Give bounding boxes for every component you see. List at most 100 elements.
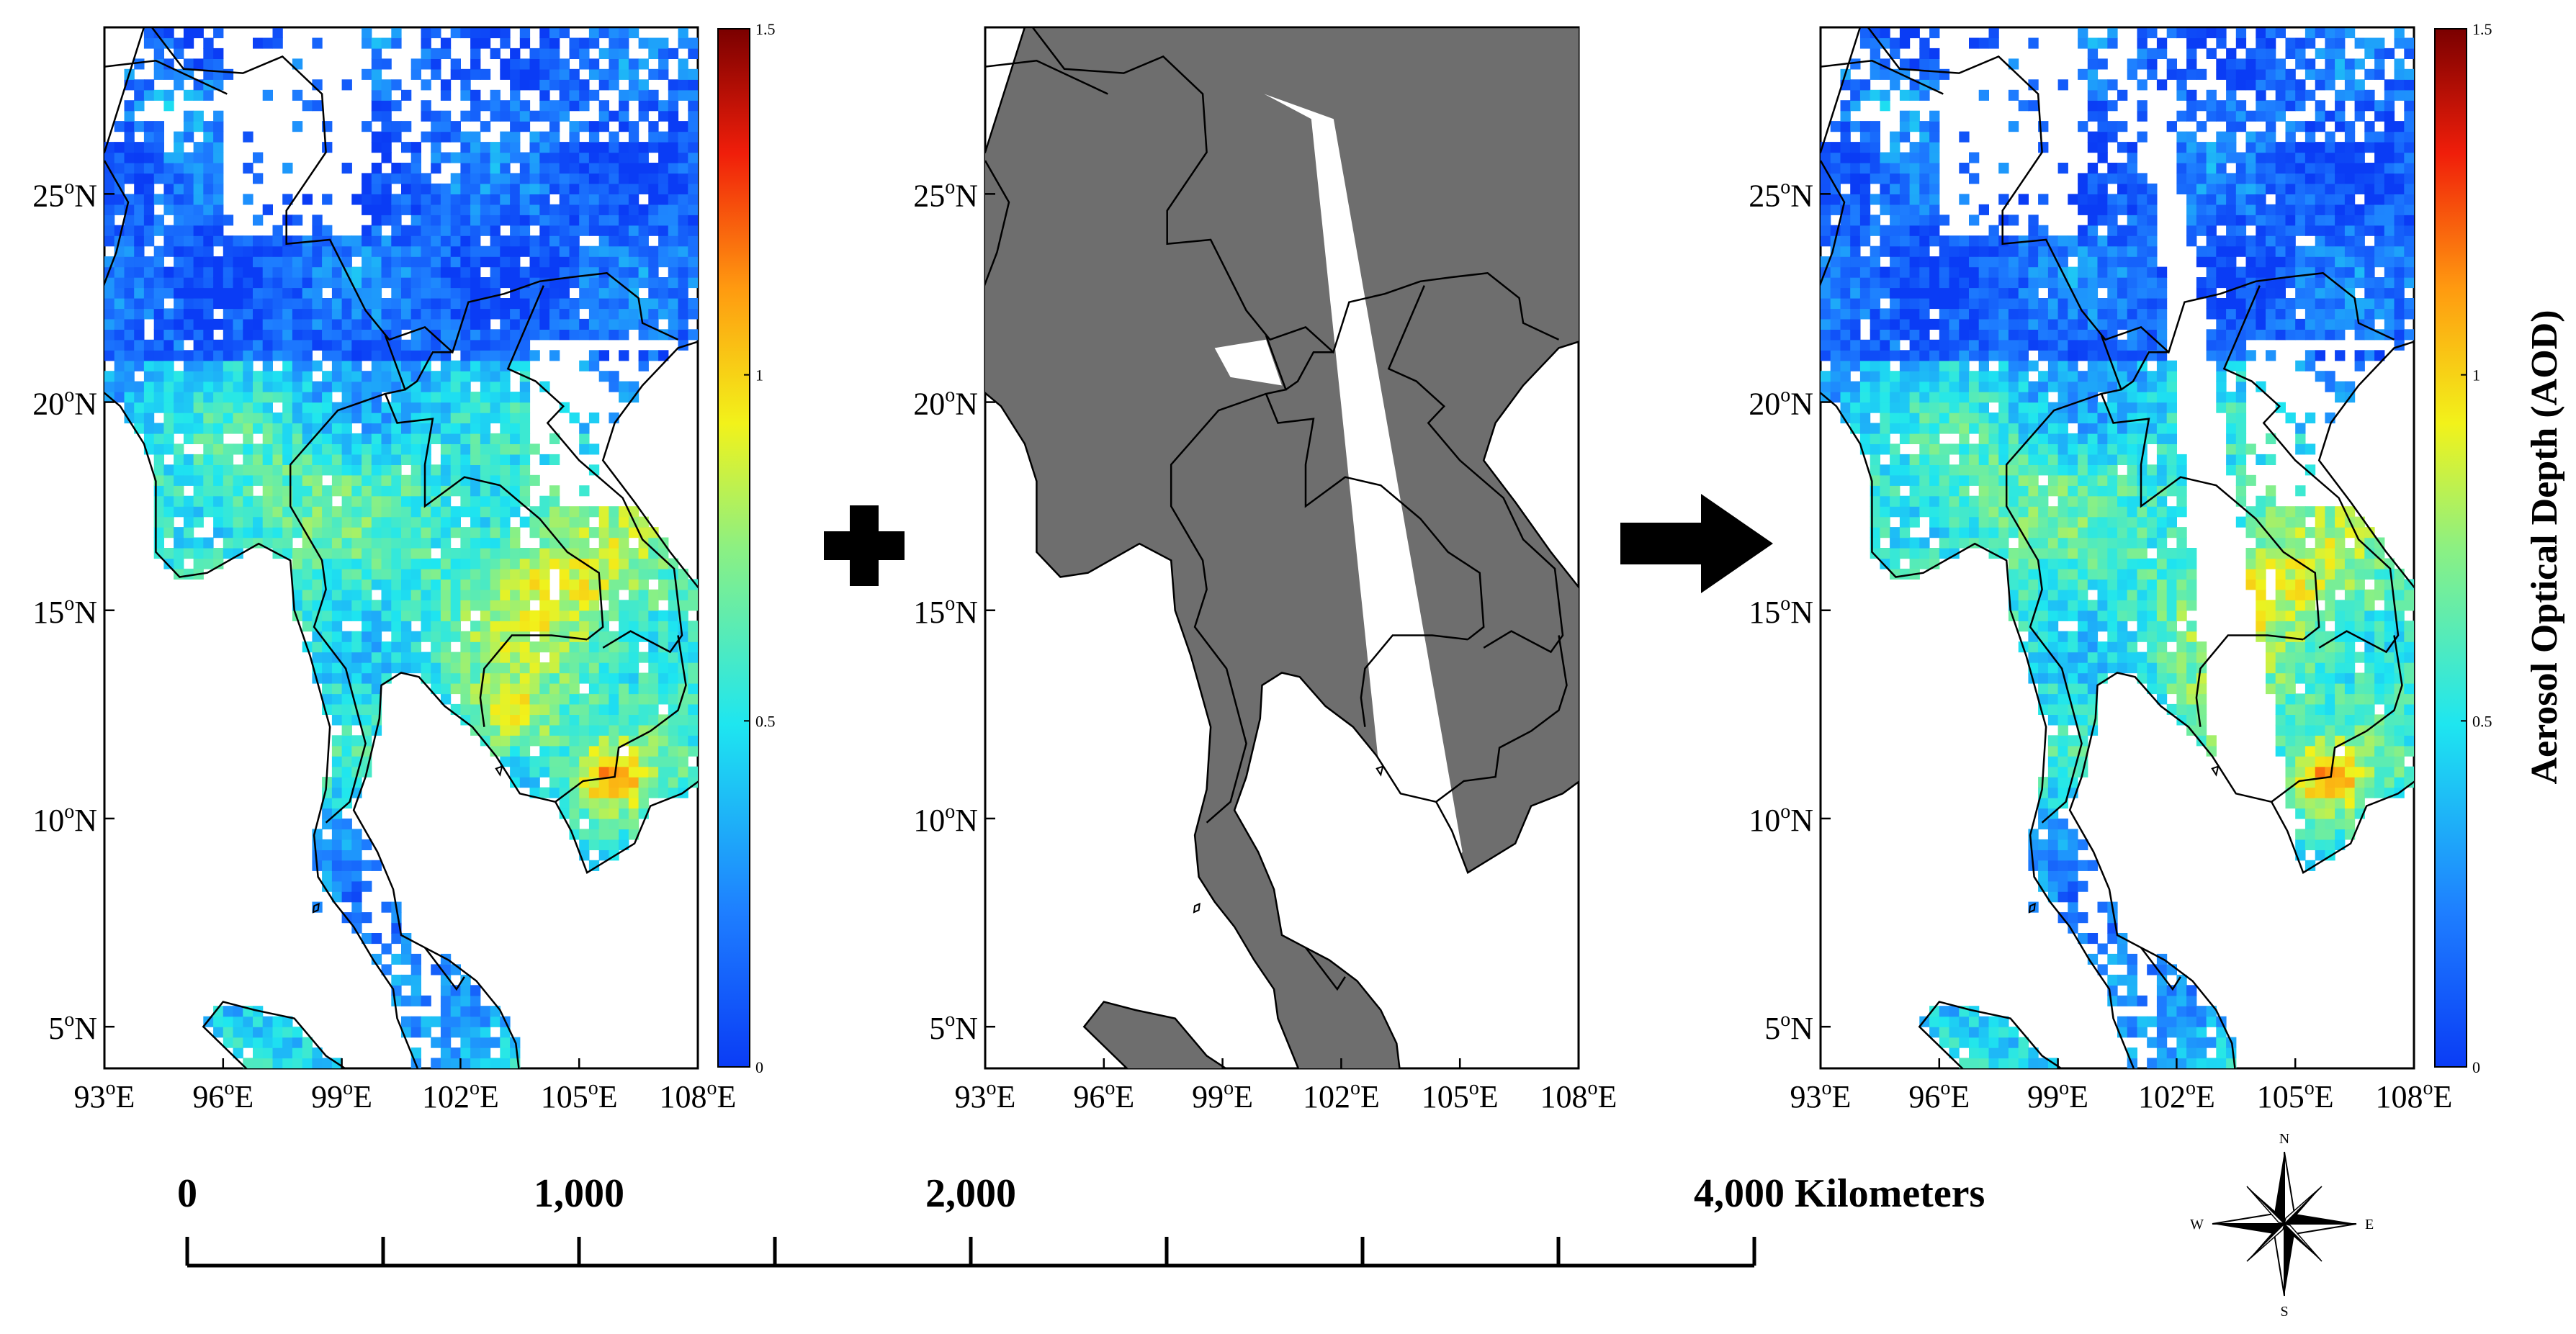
- aod-pixel: [193, 558, 204, 569]
- aod-pixel: [1880, 381, 1890, 392]
- aod-pixel: [153, 121, 164, 132]
- aod-pixel: [688, 298, 698, 310]
- aod-pixel: [253, 215, 264, 226]
- aod-pixel: [163, 194, 174, 205]
- aod-pixel: [421, 610, 431, 621]
- aod-pixel: [341, 631, 352, 642]
- aod-pixel: [648, 610, 659, 621]
- aod-pixel: [678, 194, 688, 205]
- aod-pixel: [2176, 537, 2187, 549]
- aod-pixel: [628, 672, 639, 684]
- aod-pixel: [431, 558, 441, 569]
- aod-pixel: [2107, 589, 2118, 600]
- aod-pixel: [331, 506, 343, 518]
- aod-pixel: [351, 266, 362, 278]
- aod-pixel: [440, 985, 452, 996]
- aod-pixel: [2156, 495, 2168, 507]
- aod-pixel: [2057, 495, 2068, 507]
- aod-pixel: [510, 662, 521, 674]
- aod-pixel: [183, 27, 194, 39]
- aod-pixel: [2008, 308, 2019, 320]
- aod-pixel: [183, 548, 194, 559]
- aod-pixel: [331, 849, 343, 861]
- aod-pixel: [292, 89, 303, 101]
- aod-pixel: [2038, 339, 2049, 351]
- aod-pixel: [480, 413, 491, 424]
- aod-pixel: [688, 163, 698, 174]
- aod-pixel: [529, 621, 540, 632]
- aod-pixel: [362, 27, 372, 39]
- aod-pixel: [2047, 745, 2059, 757]
- aod-pixel: [450, 131, 461, 143]
- aod-pixel: [539, 787, 550, 798]
- aod-pixel: [609, 568, 619, 580]
- aod-pixel: [341, 329, 352, 341]
- aod-pixel: [1959, 235, 1970, 247]
- aod-pixel: [371, 371, 382, 382]
- aod-pixel: [2078, 548, 2088, 559]
- aod-pixel: [331, 683, 343, 695]
- aod-pixel: [609, 693, 619, 705]
- aod-pixel: [510, 58, 521, 70]
- aod-pixel: [2057, 631, 2068, 642]
- aod-pixel: [588, 693, 600, 705]
- aod-pixel: [1969, 235, 1980, 247]
- aod-pixel: [1959, 464, 1970, 476]
- aod-pixel: [648, 298, 659, 310]
- aod-pixel: [322, 798, 333, 809]
- aod-pixel: [371, 443, 382, 455]
- aod-pixel: [559, 173, 570, 184]
- aod-pixel: [2028, 298, 2039, 310]
- aod-pixel: [2047, 849, 2059, 861]
- aod-pixel: [2008, 245, 2019, 257]
- aod-pixel: [1830, 277, 1841, 289]
- aod-pixel: [470, 621, 481, 632]
- aod-pixel: [391, 194, 402, 205]
- aod-pixel: [302, 621, 313, 632]
- aod-pixel: [2028, 537, 2039, 549]
- aod-pixel: [2078, 443, 2088, 455]
- aod-pixel: [401, 204, 412, 215]
- aod-pixel: [598, 245, 609, 257]
- aod-pixel: [1909, 318, 1920, 330]
- aod-pixel: [213, 58, 224, 70]
- aod-pixel: [282, 329, 293, 341]
- aod-pixel: [312, 225, 323, 236]
- aod-pixel: [2127, 443, 2137, 455]
- aod-pixel: [183, 495, 194, 507]
- aod-pixel: [2038, 318, 2049, 330]
- aod-pixel: [143, 277, 155, 289]
- aod-pixel: [331, 287, 343, 299]
- aod-pixel: [322, 672, 333, 684]
- aod-pixel: [519, 350, 531, 361]
- aod-field: [1821, 27, 2414, 1068]
- aod-pixel: [450, 703, 461, 715]
- aod-pixel: [1919, 152, 1930, 163]
- aod-pixel: [292, 308, 303, 320]
- aod-pixel: [312, 537, 323, 549]
- aod-pixel: [2008, 381, 2019, 392]
- aod-pixel: [609, 558, 619, 569]
- aod-pixel: [362, 672, 372, 684]
- aod-pixel: [559, 215, 570, 226]
- aod-pixel: [2078, 423, 2088, 434]
- aod-pixel: [658, 589, 669, 600]
- aod-pixel: [1978, 350, 1989, 361]
- aod-pixel: [678, 37, 688, 49]
- aod-pixel: [421, 548, 431, 559]
- aod-pixel: [312, 579, 323, 590]
- aod-pixel: [569, 298, 580, 310]
- aod-pixel: [1978, 443, 1989, 455]
- aod-pixel: [519, 423, 531, 434]
- aod-pixel: [470, 683, 481, 695]
- aod-pixel: [302, 360, 313, 371]
- aod-pixel: [510, 142, 521, 153]
- aod-pixel: [1969, 506, 1980, 518]
- aod-pixel: [381, 943, 392, 955]
- aod-pixel: [609, 819, 619, 830]
- aod-pixel: [1899, 204, 1911, 215]
- aod-pixel: [2057, 579, 2068, 590]
- aod-pixel: [362, 308, 372, 320]
- aod-pixel: [2087, 662, 2099, 674]
- aod-pixel: [2038, 392, 2049, 403]
